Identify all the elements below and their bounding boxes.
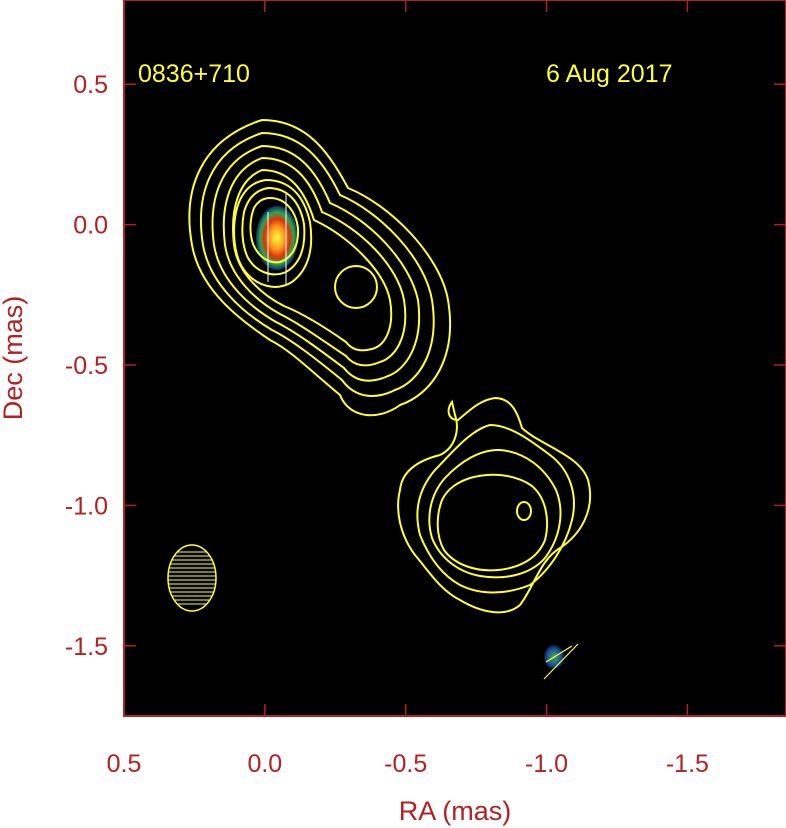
outer-jet-knot-contour: [516, 501, 532, 521]
contours-core-jet: [188, 118, 451, 417]
contour-level-1: [188, 118, 451, 417]
contour-level-6: [233, 178, 313, 288]
outer-contour-level-3: [428, 448, 562, 579]
contours-outer-jet: [397, 396, 592, 614]
y-axis-title: Dec (mas): [0, 296, 28, 421]
contour-level-8: [249, 196, 300, 264]
core-polarization-ticks: [267, 194, 287, 284]
y-tick-label: 0.5: [73, 71, 108, 99]
date-label: 6 Aug 2017: [546, 60, 673, 88]
faint-patch-marks: [543, 643, 579, 680]
y-tick-label: -1.5: [65, 633, 108, 661]
x-tick-label: 0.0: [247, 750, 282, 778]
outer-contour-level-2: [416, 423, 575, 594]
inner-jet-knot-contour: [334, 265, 378, 309]
x-tick-label: -1.0: [525, 750, 568, 778]
x-tick-label: -1.5: [666, 750, 709, 778]
outer-contour-level-1: [397, 396, 592, 614]
outer-contour-level-4: [436, 473, 549, 572]
plot-area: [123, 0, 786, 717]
core-intensity-map: [256, 206, 298, 270]
y-tick-label: -0.5: [65, 352, 108, 380]
x-axis-title: RA (mas): [399, 796, 512, 826]
x-tick-label: 0.5: [107, 750, 142, 778]
contour-level-7: [241, 186, 306, 276]
contour-level-4: [222, 156, 407, 367]
y-tick-label: -1.0: [65, 492, 108, 520]
contour-level-3: [211, 144, 421, 382]
axis-ticks: 0.5 0.0 -0.5 -1.0 -1.5 0.5 0.0 -0.5 -1.0 -1.5: [65, 0, 786, 778]
y-tick-label: 0.0: [73, 212, 108, 240]
source-name-label: 0836+710: [138, 60, 250, 88]
contour-level-2: [199, 131, 435, 397]
x-tick-label: -0.5: [384, 750, 427, 778]
